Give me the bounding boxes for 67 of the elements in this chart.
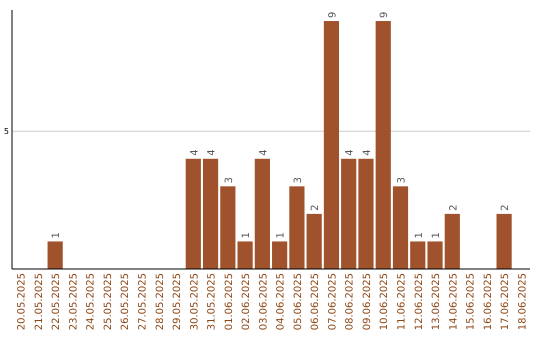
data-label: 2 bbox=[310, 204, 322, 211]
bar bbox=[186, 158, 201, 269]
x-tick-label: 22.05.2025 bbox=[51, 273, 62, 330]
data-label: 3 bbox=[292, 176, 304, 184]
x-tick-label: 29.05.2025 bbox=[172, 273, 184, 330]
data-label: 3 bbox=[224, 176, 235, 184]
x-tick-label: 12.06.2025 bbox=[414, 273, 425, 330]
data-label: 1 bbox=[241, 232, 252, 238]
x-tick-label: 13.06.2025 bbox=[431, 273, 442, 330]
bar bbox=[272, 241, 288, 269]
x-tick-label: 07.06.2025 bbox=[327, 273, 338, 330]
x-tick-label: 18.06.2025 bbox=[517, 273, 528, 330]
bar bbox=[444, 214, 460, 269]
data-label: 1 bbox=[276, 232, 287, 238]
x-tick-label: 26.05.2025 bbox=[120, 273, 132, 330]
x-tick-label: 17.06.2025 bbox=[500, 273, 512, 330]
x-tick-label: 14.06.2025 bbox=[448, 273, 460, 330]
data-label: 1 bbox=[51, 232, 62, 238]
data-label: 4 bbox=[258, 149, 270, 156]
data-label: 4 bbox=[189, 149, 200, 156]
bar bbox=[376, 21, 391, 269]
y-tick-label: 5 bbox=[4, 127, 9, 136]
x-tick-label: 20.05.2025 bbox=[16, 273, 28, 330]
data-label: 1 bbox=[431, 232, 442, 238]
data-label: 4 bbox=[362, 149, 373, 156]
data-label: 4 bbox=[344, 149, 356, 156]
bar bbox=[341, 158, 356, 269]
x-tick-label: 24.05.2025 bbox=[86, 273, 97, 330]
x-tick-label: 28.05.2025 bbox=[154, 273, 166, 330]
x-tick-label: 16.06.2025 bbox=[482, 273, 494, 330]
bar bbox=[238, 241, 253, 269]
bar bbox=[392, 186, 408, 269]
x-tick-label: 25.05.2025 bbox=[102, 273, 114, 330]
x-tick-label: 27.05.2025 bbox=[138, 273, 148, 330]
bar bbox=[324, 21, 340, 269]
x-tick-label: 31.05.2025 bbox=[206, 273, 218, 330]
bar bbox=[254, 158, 270, 269]
data-label: 3 bbox=[396, 176, 408, 184]
x-tick-label: 30.05.2025 bbox=[189, 273, 200, 330]
x-tick-label: 01.06.2025 bbox=[224, 273, 235, 330]
bar bbox=[358, 158, 374, 269]
bar bbox=[427, 241, 443, 269]
x-tick-label: 03.06.2025 bbox=[258, 273, 270, 330]
x-tick-label: 10.06.2025 bbox=[379, 273, 390, 330]
bar bbox=[496, 214, 512, 269]
bar bbox=[220, 186, 236, 269]
x-tick-label: 21.05.2025 bbox=[34, 273, 45, 330]
x-tick-label: 15.06.2025 bbox=[466, 273, 477, 330]
bar bbox=[202, 158, 218, 269]
x-tick-label: 02.06.2025 bbox=[241, 273, 252, 330]
x-tick-label: 06.06.2025 bbox=[310, 273, 322, 330]
x-tick-label: 05.06.2025 bbox=[292, 273, 304, 330]
data-label: 1 bbox=[414, 232, 425, 238]
data-label: 4 bbox=[206, 149, 218, 156]
x-tick-label: 04.06.2025 bbox=[276, 273, 287, 330]
x-tick-label: 08.06.2025 bbox=[344, 273, 356, 330]
data-label: 2 bbox=[448, 204, 460, 211]
x-tick-label: 09.06.2025 bbox=[362, 273, 373, 330]
bar bbox=[410, 241, 426, 269]
data-label: 9 bbox=[379, 12, 390, 18]
bar bbox=[306, 214, 322, 269]
x-tick-label: 11.06.2025 bbox=[396, 273, 408, 330]
data-label: 2 bbox=[500, 204, 512, 211]
bar bbox=[48, 241, 63, 269]
bar bbox=[289, 186, 304, 269]
data-label: 9 bbox=[327, 12, 338, 18]
x-tick-label: 23.05.2025 bbox=[68, 273, 80, 330]
